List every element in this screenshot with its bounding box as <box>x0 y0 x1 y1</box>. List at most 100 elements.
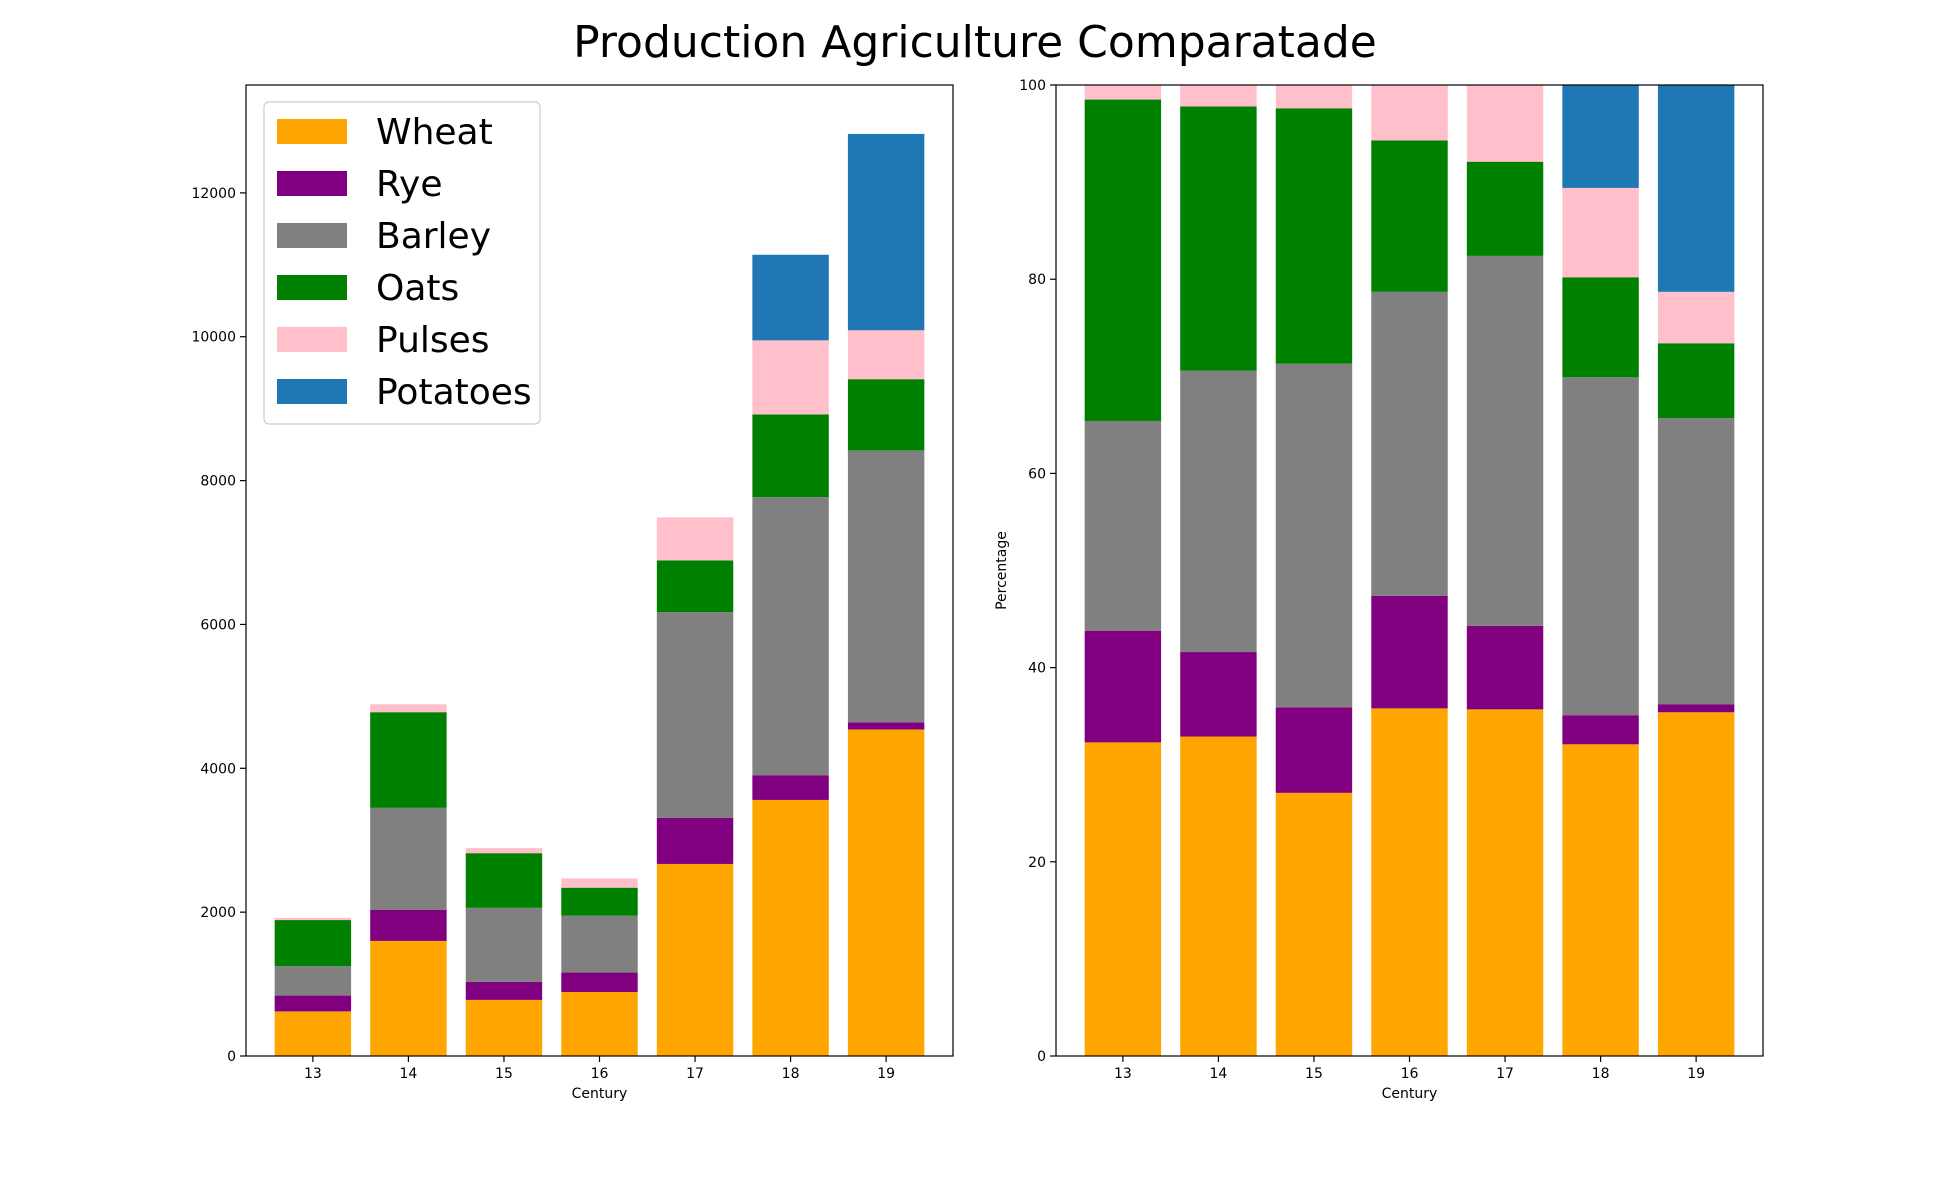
legend-swatch-oats <box>277 275 347 300</box>
x-axis-label: Century <box>572 1086 628 1102</box>
y-tick-label: 0 <box>227 1049 236 1065</box>
y-tick-label: 4000 <box>200 761 236 777</box>
bar-wheat-19 <box>1657 712 1735 1056</box>
legend-swatch-barley <box>277 223 347 248</box>
bar-pulses-15 <box>465 848 543 854</box>
bar-pulses-17 <box>656 517 734 561</box>
bar-barley-18 <box>752 497 829 776</box>
legend-swatch-pulses <box>277 327 347 352</box>
bar-pulses-16 <box>561 878 638 888</box>
x-tick-label: 14 <box>400 1066 418 1082</box>
y-tick-label: 80 <box>1028 272 1046 288</box>
y-axis-label: Percentage <box>994 531 1010 610</box>
bar-wheat-15 <box>465 999 543 1056</box>
bar-oats-13 <box>274 920 352 967</box>
y-tick-label: 40 <box>1028 661 1046 677</box>
bar-rye-16 <box>1371 595 1448 709</box>
y-tick-label: 20 <box>1028 855 1046 871</box>
bar-oats-15 <box>465 853 543 908</box>
bar-wheat-14 <box>370 940 447 1056</box>
x-tick-label: 16 <box>1401 1066 1419 1082</box>
legend-label-barley: Barley <box>376 216 491 257</box>
x-tick-label: 19 <box>877 1066 895 1082</box>
x-tick-label: 18 <box>1592 1066 1610 1082</box>
x-tick-label: 13 <box>1114 1066 1132 1082</box>
bar-barley-18 <box>1562 377 1639 716</box>
x-tick-label: 16 <box>591 1066 609 1082</box>
legend: Wheat Rye Barley Oats Pulses Potatoes <box>263 101 541 425</box>
bar-rye-18 <box>1562 715 1639 745</box>
bar-oats-19 <box>847 379 925 451</box>
bar-barley-14 <box>1180 370 1257 653</box>
bar-pulses-18 <box>752 340 829 415</box>
bar-oats-13 <box>1084 99 1162 421</box>
bar-barley-14 <box>370 807 447 910</box>
bar-wheat-14 <box>1180 736 1257 1056</box>
x-tick-label: 15 <box>1305 1066 1323 1082</box>
x-tick-label: 19 <box>1687 1066 1705 1082</box>
bar-oats-14 <box>1180 106 1257 371</box>
bar-rye-15 <box>465 981 543 1000</box>
bar-rye-13 <box>1084 630 1162 743</box>
bar-barley-13 <box>1084 420 1162 631</box>
bar-pulses-14 <box>1180 85 1257 107</box>
bar-oats-18 <box>1562 277 1639 378</box>
bar-pulses-17 <box>1466 85 1544 162</box>
bar-pulses-19 <box>1657 291 1735 344</box>
bar-rye-15 <box>1275 707 1353 793</box>
bar-rye-17 <box>1466 625 1544 710</box>
bar-rye-14 <box>370 909 447 941</box>
x-tick-label: 17 <box>1496 1066 1514 1082</box>
bar-potatoes-19 <box>847 133 925 331</box>
bar-rye-18 <box>752 775 829 800</box>
bar-rye-19 <box>1657 704 1735 713</box>
bar-wheat-19 <box>847 729 925 1056</box>
y-tick-label: 6000 <box>200 617 236 633</box>
bar-barley-16 <box>561 915 638 973</box>
x-tick-label: 18 <box>782 1066 800 1082</box>
legend-label-oats: Oats <box>376 268 459 309</box>
y-tick-label: 60 <box>1028 466 1046 482</box>
figure-title: Production Agriculture Comparatade <box>573 17 1377 68</box>
x-tick-label: 13 <box>304 1066 322 1082</box>
bar-wheat-13 <box>1084 742 1162 1056</box>
bar-barley-15 <box>465 907 543 982</box>
bar-potatoes-19 <box>1657 85 1735 292</box>
legend-label-wheat: Wheat <box>376 112 493 153</box>
bar-pulses-19 <box>847 330 925 380</box>
bar-oats-16 <box>561 887 638 916</box>
legend-label-potatoes: Potatoes <box>376 372 532 413</box>
bar-oats-18 <box>752 414 829 498</box>
bar-wheat-17 <box>1466 709 1544 1056</box>
x-axis-label: Century <box>1382 1086 1438 1102</box>
y-tick-label: 8000 <box>200 474 236 490</box>
bar-wheat-17 <box>656 863 734 1056</box>
y-tick-label: 2000 <box>200 905 236 921</box>
y-tick-label: 100 <box>1019 78 1046 94</box>
y-tick-label: 10000 <box>191 330 236 346</box>
legend-swatch-rye <box>277 171 347 196</box>
bar-pulses-16 <box>1371 85 1448 141</box>
bar-barley-13 <box>274 966 352 996</box>
bar-wheat-16 <box>1371 708 1448 1056</box>
y-tick-label: 0 <box>1037 1049 1046 1065</box>
bar-rye-16 <box>561 972 638 992</box>
legend-swatch-wheat <box>277 119 347 144</box>
bar-barley-19 <box>847 450 925 723</box>
bar-pulses-13 <box>1084 85 1162 100</box>
chart-absolute-production: 0 2000 4000 6000 8000 10000 12000 13 14 15 16 17 18 1… <box>191 84 954 1102</box>
bar-wheat-16 <box>561 991 638 1056</box>
bar-rye-17 <box>656 817 734 864</box>
y-tick-label: 12000 <box>191 186 236 202</box>
legend-label-pulses: Pulses <box>376 320 490 361</box>
bar-oats-19 <box>1657 343 1735 419</box>
bar-oats-17 <box>656 560 734 613</box>
bars <box>1084 85 1735 1056</box>
bar-barley-15 <box>1275 363 1353 708</box>
x-tick-label: 15 <box>495 1066 513 1082</box>
bar-pulses-14 <box>370 704 447 713</box>
bar-wheat-18 <box>752 799 829 1056</box>
bar-barley-16 <box>1371 291 1448 596</box>
bar-pulses-15 <box>1275 85 1353 109</box>
